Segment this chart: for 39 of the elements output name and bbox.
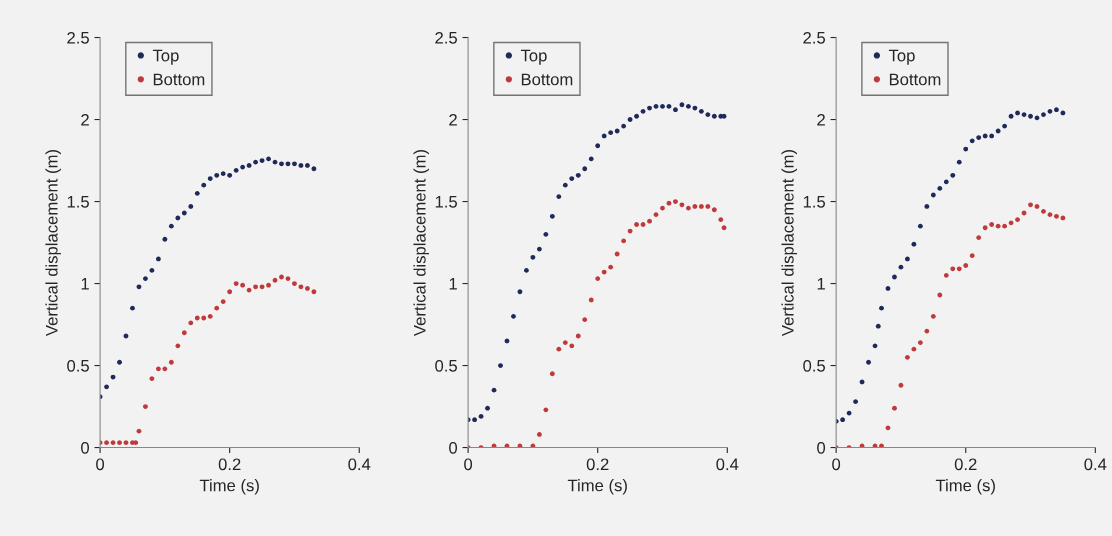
legend-label: Top: [888, 49, 915, 65]
x-tick-label: 0: [832, 458, 841, 471]
y-tick-label: 2: [449, 113, 457, 126]
y-tick-label: 2: [81, 113, 89, 126]
y-tick-label: 1.5: [435, 196, 457, 208]
y-axis-title: Vertical displacement (m): [45, 150, 61, 337]
x-axis-title: Time (s): [567, 479, 627, 495]
y-tick-label: 1.5: [803, 196, 826, 208]
y-tick-label: 1.5: [67, 196, 89, 208]
y-tick-label: 0.5: [67, 359, 89, 372]
legend-label: Bottom: [889, 73, 941, 86]
y-tick-label: 1: [449, 278, 457, 290]
y-tick-label: 2.5: [803, 31, 826, 44]
legend-label: Top: [152, 49, 179, 65]
y-tick-label: 2.5: [67, 31, 89, 44]
legend-label: Top: [520, 49, 547, 65]
x-tick-label: 0.4: [348, 458, 371, 471]
x-tick-label: 0.4: [1084, 458, 1107, 471]
x-tick-label: 0.4: [716, 458, 739, 471]
y-tick-label: 0.5: [803, 359, 826, 372]
x-tick-label: 0: [96, 458, 105, 471]
y-axis-title: Vertical displacement (m): [413, 150, 429, 337]
y-tick-label: 1: [817, 278, 825, 290]
legend-label: Bottom: [153, 73, 205, 86]
y-tick-label: 1: [81, 278, 89, 290]
y-tick-label: 0: [817, 441, 826, 454]
x-tick-label: 0.2: [586, 458, 609, 471]
y-axis-title: Vertical displacement (m): [781, 150, 797, 337]
y-tick-label: 2: [817, 113, 825, 126]
y-tick-label: 0: [449, 441, 458, 454]
x-tick-label: 0.2: [218, 458, 241, 471]
y-tick-label: 0.5: [435, 359, 457, 372]
y-tick-label: 2.5: [435, 31, 457, 44]
x-axis-title: Time (s): [935, 479, 995, 495]
y-tick-label: 0: [81, 441, 90, 454]
x-axis-title: Time (s): [199, 479, 259, 495]
legend-label: Bottom: [521, 73, 573, 86]
x-tick-label: 0.2: [954, 458, 977, 471]
x-tick-label: 0: [464, 458, 473, 471]
